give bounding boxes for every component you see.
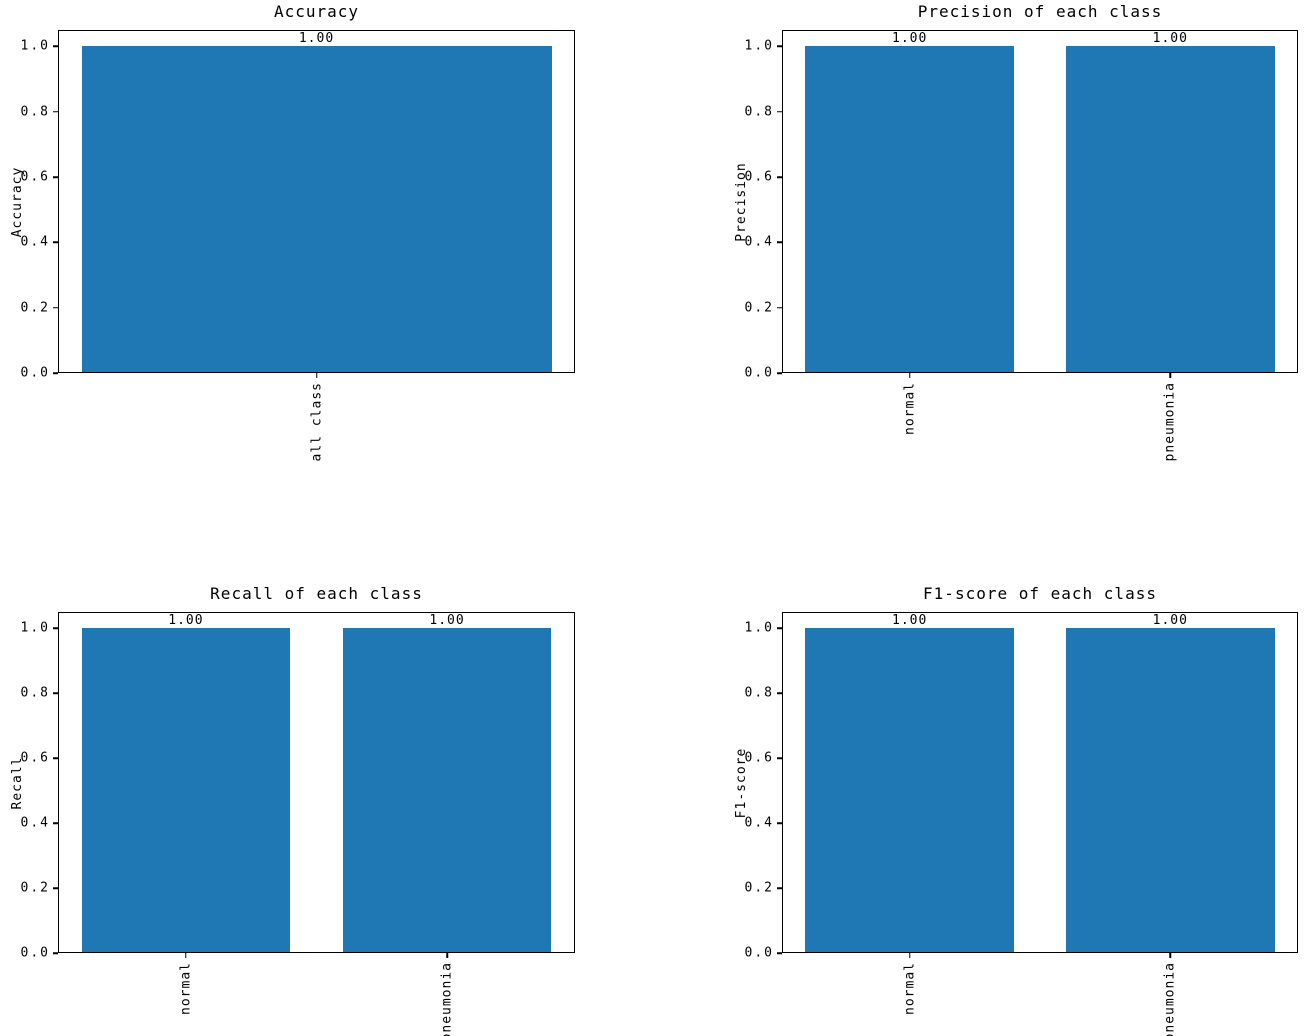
y-tick <box>53 45 58 48</box>
x-tick-label: pneumonia <box>439 962 455 1036</box>
y-tick <box>777 176 782 178</box>
x-tick <box>1169 953 1172 958</box>
bar-value-label: 1.00 <box>1152 613 1188 629</box>
chart-title: Accuracy <box>273 2 360 21</box>
chart-recall: Recall of each class Recall 0.0 0.2 0.4 0.6… <box>10 584 575 1036</box>
x-tick-label: normal <box>902 382 918 435</box>
y-tick <box>777 241 782 244</box>
y-tick-label: 0.6 <box>20 169 50 185</box>
x-tick-label: pneumonia <box>1162 382 1178 462</box>
y-tick <box>53 241 58 244</box>
y-tick-label: 0.0 <box>744 945 774 961</box>
x-tick <box>315 373 318 378</box>
y-tick-label: 0.0 <box>20 945 50 961</box>
y-tick <box>53 306 58 309</box>
chart-title: F1-score of each class <box>923 584 1157 603</box>
x-tick <box>185 953 187 958</box>
y-tick <box>777 627 782 629</box>
y-tick <box>777 952 782 954</box>
bar <box>1066 628 1275 953</box>
y-tick-label: 0.4 <box>20 815 50 831</box>
y-tick-label: 0.6 <box>744 750 774 766</box>
y-tick <box>53 372 58 374</box>
y-tick-label: 0.4 <box>744 815 774 831</box>
bar <box>1066 46 1275 373</box>
y-tick <box>777 757 782 759</box>
bar <box>342 628 552 953</box>
y-tick-label: 0.2 <box>20 880 50 896</box>
y-tick-label: 0.2 <box>744 880 774 896</box>
x-tick-label: pneumonia <box>1162 962 1178 1036</box>
x-tick <box>1169 373 1172 378</box>
y-tick <box>777 110 782 113</box>
y-tick <box>777 692 782 694</box>
y-tick-label: 0.8 <box>20 685 50 701</box>
y-tick-label: 0.8 <box>744 104 774 120</box>
y-tick <box>53 887 58 889</box>
y-tick <box>53 757 58 759</box>
x-tick-label: all class <box>309 382 324 462</box>
bar <box>81 46 552 373</box>
x-tick <box>908 953 911 958</box>
y-tick-label: 0.6 <box>744 169 774 185</box>
bar <box>805 628 1014 953</box>
x-tick-label: normal <box>178 962 194 1015</box>
bar <box>81 628 291 953</box>
y-tick-label: 0.0 <box>20 365 50 381</box>
y-tick-label: 0.0 <box>744 365 774 381</box>
y-tick-label: 0.8 <box>744 685 774 701</box>
x-tick <box>908 373 911 378</box>
chart-title: Precision of each class <box>917 2 1163 21</box>
y-tick-label: 0.4 <box>744 234 774 250</box>
y-tick-label: 1.0 <box>744 620 774 636</box>
bar-value-label: 1.00 <box>892 613 928 629</box>
chart-title: Recall of each class <box>210 584 423 603</box>
chart-precision: Precision of each class Precision 0.0 0.2… <box>734 2 1298 461</box>
y-tick-label: 1.0 <box>20 620 50 636</box>
y-tick <box>777 887 782 889</box>
y-tick-label: 1.0 <box>744 38 774 54</box>
y-tick-label: 0.6 <box>20 750 50 766</box>
y-tick <box>53 627 58 629</box>
y-tick <box>53 176 58 178</box>
y-tick-label: 0.2 <box>744 300 774 316</box>
y-tick-label: 0.4 <box>20 234 50 250</box>
y-tick-label: 0.8 <box>20 104 50 120</box>
bar-value-label: 1.00 <box>892 31 928 47</box>
y-tick <box>53 110 58 113</box>
y-tick <box>777 45 782 48</box>
x-tick-label: normal <box>902 962 918 1015</box>
y-tick <box>777 306 782 309</box>
x-tick <box>446 953 448 958</box>
y-tick-label: 1.0 <box>20 38 50 54</box>
chart-f1-score: F1-score of each class F1-score 0.0 0.2 0.… <box>734 584 1298 1036</box>
y-tick-label: 0.2 <box>20 300 50 316</box>
chart-accuracy: Accuracy Accuracy 0.0 0.2 0.4 0.6 0.8 1.0 1.00… <box>10 2 575 461</box>
bar-value-label: 1.00 <box>429 613 465 629</box>
y-tick <box>777 822 782 824</box>
bar-value-label: 1.00 <box>1152 31 1188 47</box>
y-tick <box>53 822 58 824</box>
bar-value-label: 1.00 <box>168 613 204 629</box>
y-tick <box>777 372 782 374</box>
bar <box>805 46 1014 373</box>
y-tick <box>53 692 58 694</box>
bar-value-label: 1.00 <box>298 31 335 47</box>
y-tick <box>53 952 58 954</box>
